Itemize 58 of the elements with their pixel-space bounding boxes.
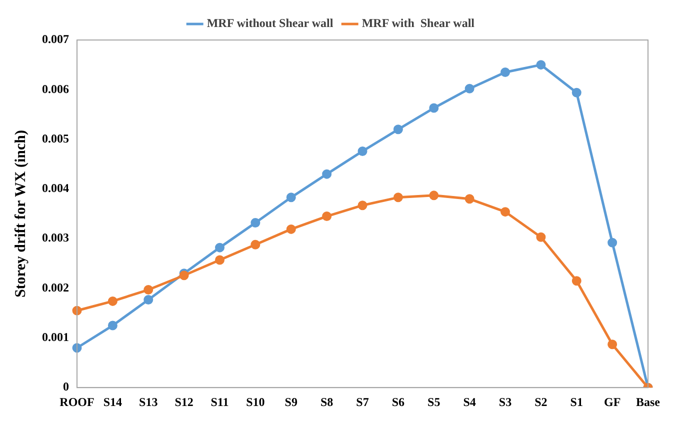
x-tick-label: S10 [246, 394, 265, 409]
point [608, 238, 618, 248]
x-tick-label: GF [604, 394, 621, 409]
x-tick-label: S5 [428, 394, 440, 409]
point [464, 84, 474, 94]
point [108, 320, 118, 330]
x-tick-label: S1 [570, 394, 583, 409]
point [464, 194, 474, 204]
point [500, 68, 510, 78]
y-tick-label: 0.003 [42, 230, 69, 245]
x-tick-label: S2 [534, 394, 548, 409]
legend-label: MRF with Shear wall [362, 16, 476, 30]
point [72, 306, 82, 316]
point [286, 192, 296, 202]
point [358, 146, 368, 156]
point [144, 294, 154, 304]
point [572, 88, 582, 98]
y-axis-title: Storey drift for WX (inch) [12, 130, 29, 298]
y-tick-label: 0.001 [42, 330, 69, 344]
x-tick-label: S11 [210, 394, 229, 409]
point [322, 169, 332, 179]
point [358, 200, 368, 210]
x-tick-label: S12 [174, 394, 194, 409]
y-tick-label: 0 [63, 380, 69, 394]
y-tick-label: 0.006 [42, 82, 69, 96]
y-tick-label: 0.007 [42, 32, 69, 46]
y-tick-label: 0.004 [42, 181, 69, 196]
point [572, 276, 582, 286]
point [393, 192, 403, 202]
x-tick-label: S7 [356, 394, 369, 409]
point [72, 343, 82, 353]
x-tick-label: ROOF [60, 394, 94, 409]
x-tick-label: S9 [284, 394, 298, 409]
x-tick-label: S13 [139, 394, 158, 409]
point [536, 232, 546, 242]
point [608, 340, 618, 350]
point [322, 212, 332, 222]
point [108, 296, 118, 306]
legend-label: MRF without Shear wall [206, 16, 334, 30]
point [215, 242, 224, 252]
point [250, 240, 260, 250]
x-tick-label: S14 [103, 394, 122, 409]
x-tick-label: S3 [498, 394, 512, 409]
point [500, 207, 510, 217]
point [250, 218, 260, 228]
x-tick-label: S6 [392, 394, 405, 409]
y-tick-label: 0.002 [42, 280, 69, 294]
point [536, 60, 546, 70]
x-tick-label: S8 [320, 394, 334, 409]
point [429, 190, 439, 200]
point [393, 124, 403, 134]
point [429, 103, 439, 113]
point [144, 285, 154, 295]
y-tick-label: 0.005 [42, 131, 69, 146]
x-tick-label: Base [636, 394, 661, 409]
point [286, 224, 296, 234]
point [215, 255, 224, 265]
x-tick-label: S4 [463, 394, 476, 409]
